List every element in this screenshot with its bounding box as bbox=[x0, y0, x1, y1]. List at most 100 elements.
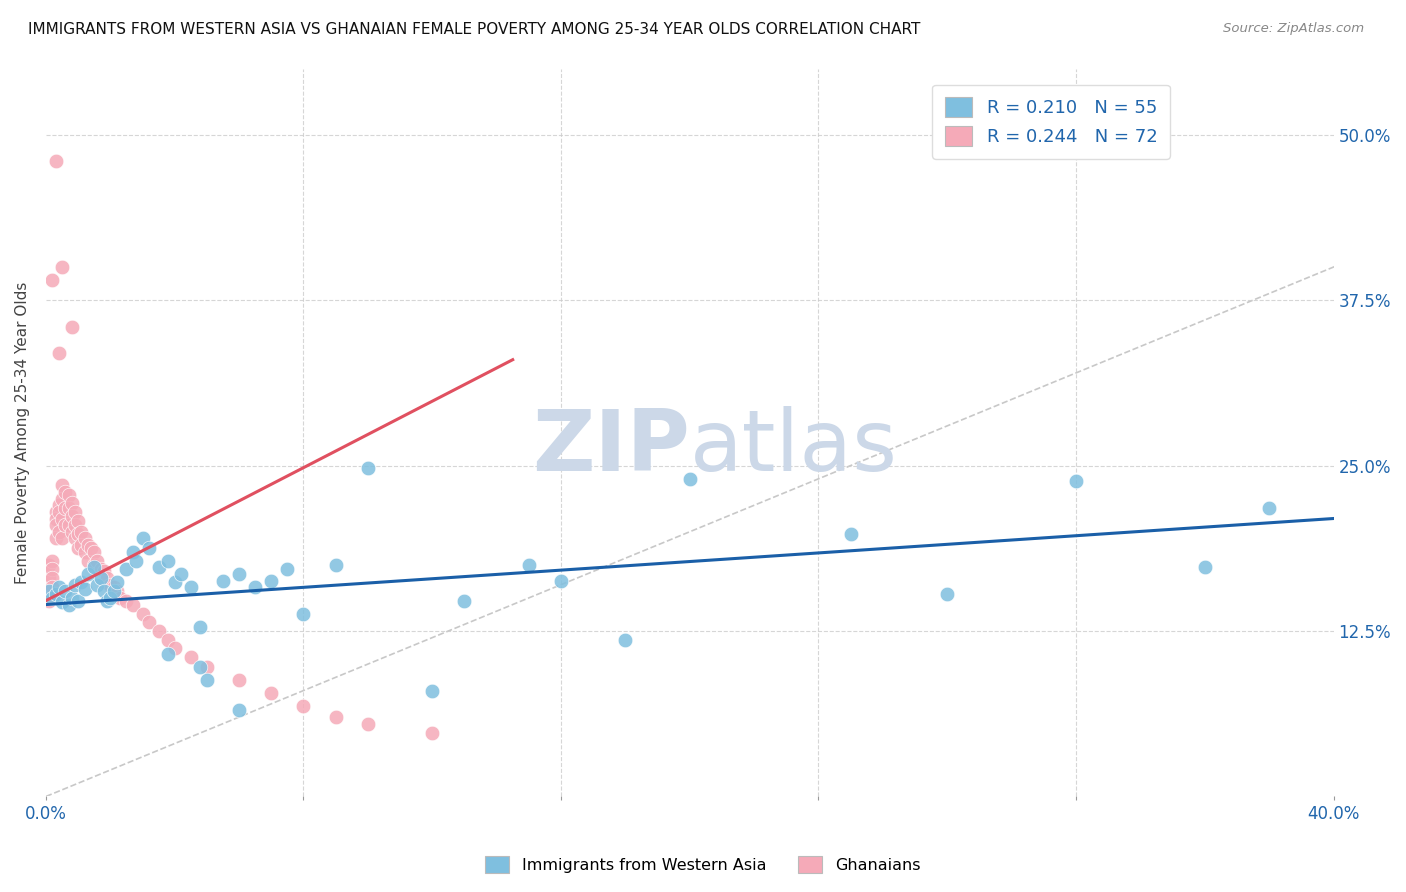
Point bbox=[195, 659, 218, 673]
Legend: R = 0.210   N = 55, R = 0.244   N = 72: R = 0.210 N = 55, R = 0.244 N = 72 bbox=[932, 85, 1170, 159]
Point bbox=[51, 491, 73, 506]
Point bbox=[73, 582, 96, 596]
Point bbox=[228, 567, 250, 582]
Point bbox=[67, 514, 90, 528]
Point bbox=[90, 571, 112, 585]
Point bbox=[53, 500, 76, 515]
Point bbox=[48, 505, 70, 519]
Point bbox=[260, 686, 283, 700]
Point bbox=[325, 710, 347, 724]
Point bbox=[212, 574, 235, 588]
Point bbox=[138, 615, 160, 629]
Point bbox=[163, 575, 186, 590]
Point bbox=[38, 558, 60, 572]
Point bbox=[53, 584, 76, 599]
Point bbox=[131, 607, 153, 621]
Point bbox=[550, 574, 572, 588]
Point bbox=[357, 461, 380, 475]
Point bbox=[60, 495, 83, 509]
Point bbox=[108, 591, 131, 605]
Point bbox=[292, 607, 315, 621]
Point bbox=[190, 659, 212, 673]
Point bbox=[51, 532, 73, 546]
Point bbox=[936, 587, 959, 601]
Point bbox=[48, 346, 70, 360]
Point bbox=[60, 319, 83, 334]
Point bbox=[60, 524, 83, 539]
Point bbox=[53, 518, 76, 533]
Point bbox=[138, 541, 160, 555]
Point bbox=[45, 154, 67, 169]
Point bbox=[157, 647, 180, 661]
Point bbox=[180, 580, 202, 594]
Point bbox=[98, 591, 121, 605]
Point bbox=[48, 580, 70, 594]
Point bbox=[45, 587, 67, 601]
Point bbox=[195, 673, 218, 687]
Point bbox=[125, 554, 148, 568]
Point bbox=[38, 571, 60, 585]
Point bbox=[115, 562, 138, 576]
Point bbox=[48, 524, 70, 539]
Point bbox=[41, 562, 63, 576]
Point bbox=[122, 598, 145, 612]
Point bbox=[228, 673, 250, 687]
Point bbox=[67, 593, 90, 607]
Point bbox=[38, 584, 60, 599]
Point bbox=[103, 580, 125, 594]
Point bbox=[38, 584, 60, 599]
Point bbox=[45, 511, 67, 525]
Point bbox=[98, 577, 121, 591]
Text: IMMIGRANTS FROM WESTERN ASIA VS GHANAIAN FEMALE POVERTY AMONG 25-34 YEAR OLDS CO: IMMIGRANTS FROM WESTERN ASIA VS GHANAIAN… bbox=[28, 22, 921, 37]
Point bbox=[357, 716, 380, 731]
Point bbox=[157, 554, 180, 568]
Text: atlas: atlas bbox=[690, 406, 898, 489]
Point bbox=[1064, 475, 1087, 489]
Point bbox=[93, 584, 115, 599]
Point bbox=[86, 577, 108, 591]
Text: ZIP: ZIP bbox=[531, 406, 690, 489]
Point bbox=[67, 541, 90, 555]
Point bbox=[93, 565, 115, 579]
Point bbox=[51, 595, 73, 609]
Point bbox=[58, 488, 80, 502]
Point bbox=[63, 577, 86, 591]
Point bbox=[86, 554, 108, 568]
Point bbox=[679, 472, 702, 486]
Point bbox=[614, 633, 637, 648]
Point bbox=[148, 560, 170, 574]
Point bbox=[839, 527, 862, 541]
Point bbox=[70, 538, 93, 552]
Point bbox=[260, 574, 283, 588]
Point bbox=[58, 500, 80, 515]
Point bbox=[420, 726, 443, 740]
Point bbox=[105, 575, 128, 590]
Point bbox=[103, 584, 125, 599]
Point bbox=[157, 633, 180, 648]
Point bbox=[38, 593, 60, 607]
Point bbox=[73, 544, 96, 558]
Point bbox=[1258, 500, 1281, 515]
Point bbox=[83, 544, 105, 558]
Point bbox=[45, 505, 67, 519]
Point bbox=[83, 558, 105, 572]
Point bbox=[51, 478, 73, 492]
Point bbox=[292, 699, 315, 714]
Text: Source: ZipAtlas.com: Source: ZipAtlas.com bbox=[1223, 22, 1364, 36]
Point bbox=[96, 571, 118, 585]
Point bbox=[76, 538, 98, 552]
Point bbox=[41, 580, 63, 594]
Point bbox=[48, 498, 70, 512]
Point bbox=[163, 641, 186, 656]
Point bbox=[245, 580, 267, 594]
Point bbox=[41, 273, 63, 287]
Point bbox=[276, 562, 298, 576]
Y-axis label: Female Poverty Among 25-34 Year Olds: Female Poverty Among 25-34 Year Olds bbox=[15, 281, 30, 583]
Point bbox=[70, 524, 93, 539]
Point bbox=[63, 518, 86, 533]
Point bbox=[58, 598, 80, 612]
Point bbox=[63, 532, 86, 546]
Point bbox=[41, 591, 63, 605]
Point bbox=[45, 518, 67, 533]
Point bbox=[517, 558, 540, 572]
